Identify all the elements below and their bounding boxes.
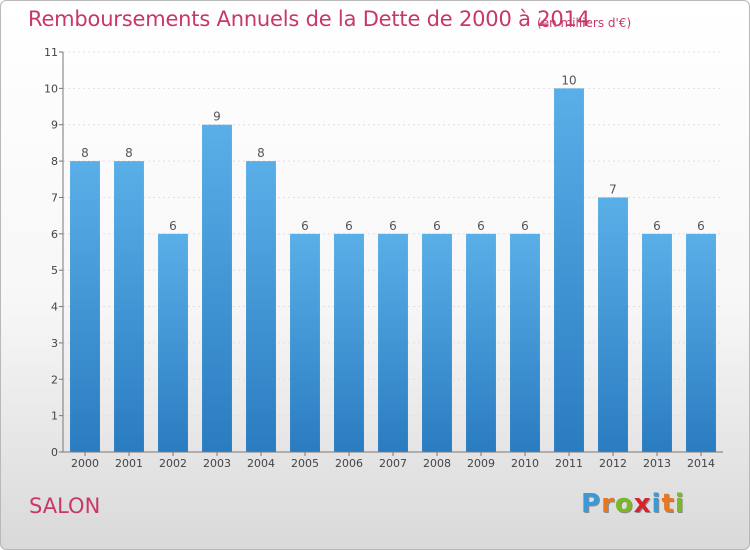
x-tick-label: 2000 bbox=[71, 457, 99, 470]
bar bbox=[158, 233, 188, 452]
x-tick-label: 2008 bbox=[423, 457, 451, 470]
bar bbox=[202, 124, 232, 453]
bar bbox=[246, 161, 276, 452]
bar-value-label: 6 bbox=[433, 219, 441, 233]
chart-subtitle: (en milliers d'€) bbox=[537, 16, 632, 30]
bar bbox=[554, 88, 584, 452]
bar-value-label: 6 bbox=[697, 219, 705, 233]
y-tick-label: 3 bbox=[51, 337, 58, 350]
bar-value-label: 8 bbox=[81, 146, 89, 160]
bar-value-label: 8 bbox=[257, 146, 265, 160]
proxiti-logo: Proxiti bbox=[581, 489, 685, 519]
bar-value-label: 6 bbox=[169, 219, 177, 233]
y-tick-label: 9 bbox=[51, 119, 58, 132]
x-tick-label: 2004 bbox=[247, 457, 275, 470]
bar bbox=[598, 197, 628, 452]
bar-value-label: 6 bbox=[345, 219, 353, 233]
bar bbox=[422, 233, 452, 452]
y-tick-label: 5 bbox=[51, 264, 58, 277]
bar-value-label: 6 bbox=[653, 219, 661, 233]
x-tick-label: 2006 bbox=[335, 457, 363, 470]
y-tick-label: 6 bbox=[51, 228, 58, 241]
x-tick-label: 2005 bbox=[291, 457, 319, 470]
x-tick-label: 2009 bbox=[467, 457, 495, 470]
labels: 8 8 6 9 8 6 6 6 6 6 6 10 7 6 6 bbox=[81, 73, 705, 232]
bar bbox=[334, 233, 364, 452]
bar bbox=[642, 233, 672, 452]
x-tick-label: 2011 bbox=[555, 457, 583, 470]
x-tick-label: 2013 bbox=[643, 457, 671, 470]
bar bbox=[686, 233, 716, 452]
city-name: SALON bbox=[29, 494, 101, 518]
bar-value-label: 10 bbox=[561, 73, 576, 87]
bar-value-label: 6 bbox=[389, 219, 397, 233]
x-tick-label: 2002 bbox=[159, 457, 187, 470]
y-tick-label: 4 bbox=[51, 301, 58, 314]
y-tick-label: 0 bbox=[51, 446, 58, 459]
bar bbox=[378, 233, 408, 452]
bar-value-label: 7 bbox=[609, 182, 617, 196]
bar bbox=[510, 233, 540, 452]
y-tick-label: 10 bbox=[44, 82, 58, 95]
bar bbox=[466, 233, 496, 452]
x-tick-label: 2014 bbox=[687, 457, 715, 470]
x-tick-label: 2003 bbox=[203, 457, 231, 470]
chart-title: Remboursements Annuels de la Dette de 20… bbox=[28, 7, 590, 31]
bar bbox=[114, 161, 144, 452]
y-tick-label: 11 bbox=[44, 46, 58, 59]
y-tick-label: 2 bbox=[51, 373, 58, 386]
bar-value-label: 6 bbox=[477, 219, 485, 233]
x-tick-label: 2001 bbox=[115, 457, 143, 470]
y-tick-label: 7 bbox=[51, 191, 58, 204]
y-tick-label: 8 bbox=[51, 155, 58, 168]
bars bbox=[70, 88, 716, 453]
x-tick-label: 2012 bbox=[599, 457, 627, 470]
axes: 0 1 2 3 4 5 6 7 8 9 10 11 2000 2001 2002 2003 2004 2005 20… bbox=[44, 46, 723, 470]
y-tick-label: 1 bbox=[51, 410, 58, 423]
bar bbox=[70, 161, 100, 452]
bar-value-label: 6 bbox=[301, 219, 309, 233]
bar-value-label: 6 bbox=[521, 219, 529, 233]
bar bbox=[290, 233, 320, 452]
x-tick-label: 2007 bbox=[379, 457, 407, 470]
bar-value-label: 8 bbox=[125, 146, 133, 160]
bar-value-label: 9 bbox=[213, 110, 221, 124]
x-tick-label: 2010 bbox=[511, 457, 539, 470]
